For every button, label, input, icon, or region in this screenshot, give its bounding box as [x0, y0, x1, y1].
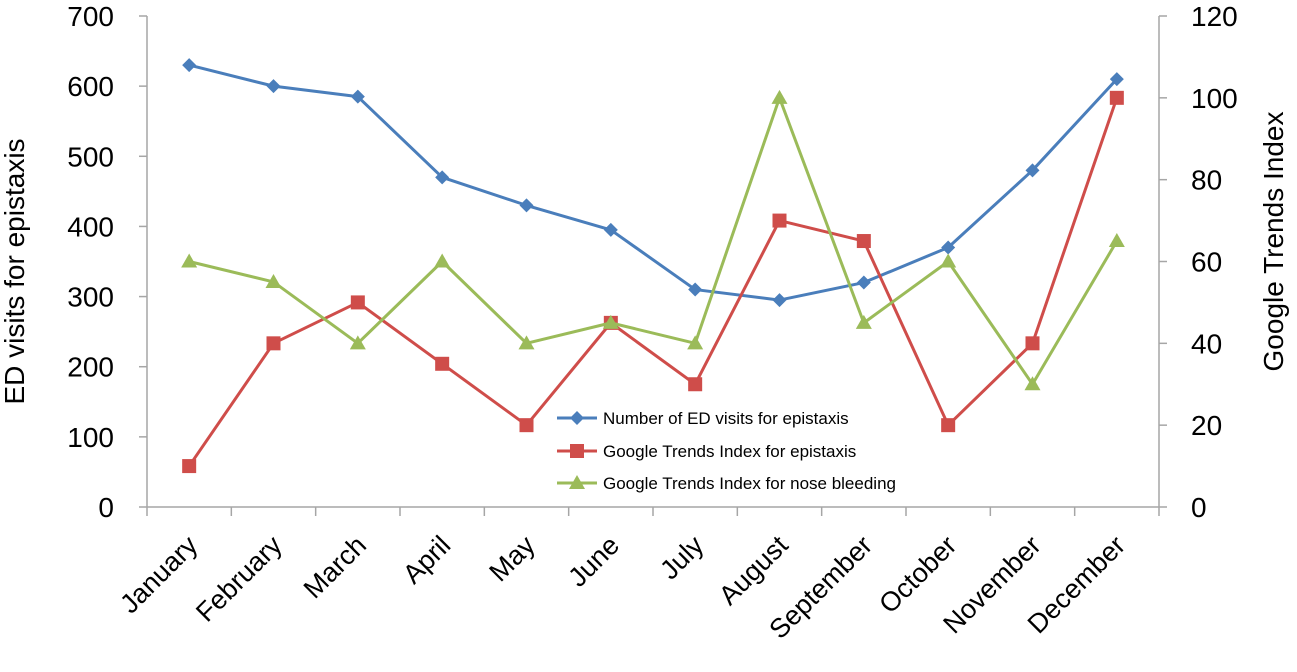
legend: Number of ED visits for epistaxis Google …	[557, 409, 896, 493]
x-category-label: March	[298, 530, 372, 604]
data-point	[518, 335, 535, 350]
y-left-tick-label: 300	[67, 282, 114, 313]
data-point	[1025, 163, 1040, 178]
data-point	[688, 282, 703, 297]
data-point	[1108, 233, 1125, 248]
y-right-tick-label: 100	[1191, 83, 1238, 114]
y-left-tick-label: 100	[67, 422, 114, 453]
series-line	[187, 97, 1119, 467]
series-layer	[181, 58, 1125, 474]
data-point	[941, 240, 956, 255]
data-point	[941, 418, 956, 433]
data-point	[772, 293, 787, 308]
data-point	[1109, 90, 1124, 105]
legend-marker	[570, 411, 584, 425]
data-point	[349, 335, 366, 350]
data-point	[771, 89, 788, 104]
y-left-tick-label: 200	[67, 352, 114, 383]
y-left-tick-label: 400	[67, 211, 114, 242]
legend-label: Google Trends Index for epistaxis	[603, 442, 856, 461]
x-category-label: February	[190, 530, 288, 628]
data-point	[940, 253, 957, 268]
data-point	[1024, 376, 1041, 391]
legend-label: Google Trends Index for nose bleeding	[603, 474, 896, 493]
y-right-tick-label: 60	[1191, 247, 1222, 278]
data-point	[602, 314, 619, 329]
y-right-tick-label: 40	[1191, 328, 1222, 359]
legend-marker	[570, 444, 584, 458]
x-category-label: July	[654, 530, 710, 586]
axes: 0100200300400500600700020406080100120Jan…	[67, 1, 1237, 645]
y-left-tick-label: 500	[67, 141, 114, 172]
data-point	[603, 222, 618, 237]
data-point	[856, 275, 871, 290]
data-point	[350, 89, 365, 104]
y-right-tick-label: 0	[1191, 492, 1207, 523]
data-point	[688, 377, 703, 392]
series-line	[188, 96, 1119, 386]
data-point	[266, 79, 281, 94]
y-right-tick-label: 20	[1191, 410, 1222, 441]
data-point	[265, 273, 282, 288]
data-point	[182, 58, 197, 73]
data-point	[435, 170, 450, 185]
legend-marker	[569, 475, 585, 489]
data-point	[435, 356, 450, 371]
data-point	[687, 335, 704, 350]
data-point	[1025, 336, 1040, 351]
y-right-axis-title: Google Trends Index	[1258, 112, 1289, 372]
y-left-tick-label: 600	[67, 71, 114, 102]
data-point	[434, 253, 451, 268]
data-point	[1109, 72, 1124, 87]
data-point	[519, 418, 534, 433]
x-category-label: May	[483, 530, 541, 588]
y-right-tick-label: 80	[1191, 165, 1222, 196]
y-right-tick-label: 120	[1191, 1, 1238, 32]
series-line	[188, 63, 1118, 302]
series-3	[181, 89, 1125, 391]
data-point	[772, 213, 787, 228]
series-1	[182, 58, 1124, 308]
data-point	[182, 459, 197, 474]
y-left-tick-label: 700	[67, 1, 114, 32]
series-2	[182, 90, 1124, 474]
x-category-label: April	[397, 530, 456, 589]
x-category-label: August	[713, 530, 794, 611]
data-point	[266, 336, 281, 351]
y-left-tick-label: 0	[98, 492, 114, 523]
data-point	[350, 295, 365, 310]
data-point	[855, 314, 872, 329]
x-category-label: June	[562, 530, 625, 593]
y-left-axis-title: ED visits for epistaxis	[0, 138, 30, 404]
legend-label: Number of ED visits for epistaxis	[603, 409, 849, 428]
data-point	[181, 253, 198, 268]
data-point	[519, 198, 534, 213]
data-point	[856, 234, 871, 249]
